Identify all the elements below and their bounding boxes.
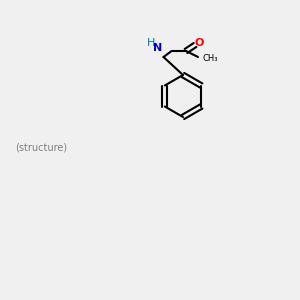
Text: N: N	[153, 43, 162, 53]
Text: O: O	[195, 38, 204, 49]
Text: H: H	[147, 38, 156, 49]
Text: CH₃: CH₃	[202, 54, 218, 63]
Text: (structure): (structure)	[15, 142, 67, 152]
